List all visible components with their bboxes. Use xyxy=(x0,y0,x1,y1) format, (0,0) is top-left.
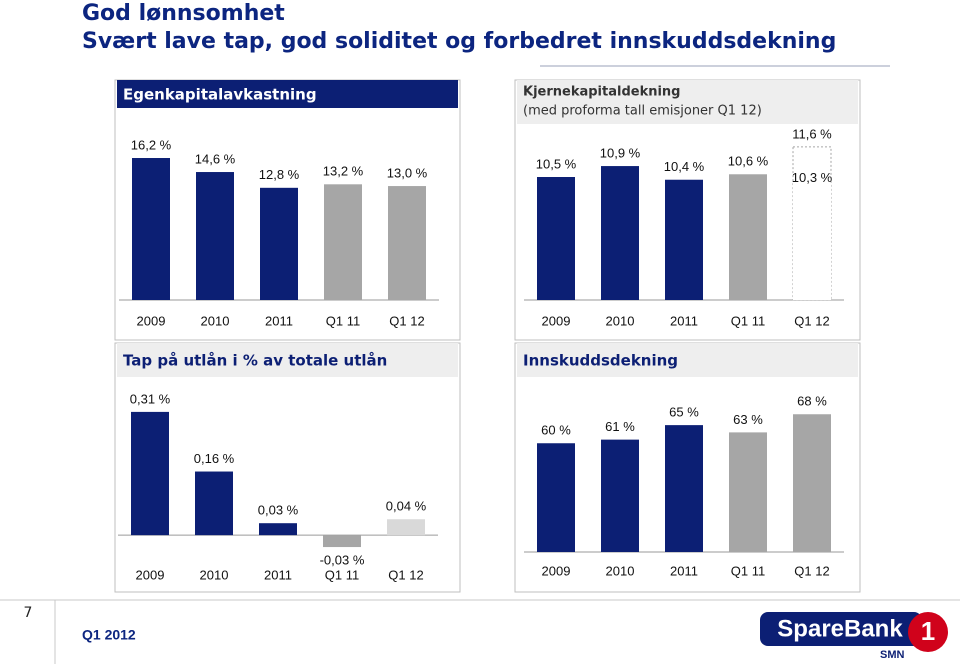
value-label: 0,03 % xyxy=(258,503,299,518)
panel-title: Tap på utlån i % av totale utlån xyxy=(123,352,387,370)
category-label: Q1 12 xyxy=(388,567,423,582)
bar xyxy=(324,184,362,300)
panel-title: Egenkapitalavkastning xyxy=(123,86,317,104)
value-label: 10,6 % xyxy=(728,154,769,169)
bar xyxy=(665,425,703,552)
value-label: 0,04 % xyxy=(386,499,427,514)
bar xyxy=(259,523,297,536)
bar xyxy=(132,158,170,300)
bar xyxy=(323,535,361,548)
logo-text: SpareBank xyxy=(777,615,903,642)
category-label: 2011 xyxy=(670,563,698,578)
category-label: 2011 xyxy=(265,313,293,328)
proforma-label: 11,6 % xyxy=(792,126,832,141)
slide-title: God lønnsomhet xyxy=(82,1,285,26)
page-number: 7 xyxy=(24,605,33,621)
logo-number: 1 xyxy=(921,616,935,646)
value-label: 10,5 % xyxy=(536,156,577,171)
category-label: 2009 xyxy=(542,563,571,578)
category-label: 2011 xyxy=(264,567,292,582)
value-label: 10,4 % xyxy=(664,159,705,174)
value-label: 10,3 % xyxy=(792,170,833,185)
slide-subtitle: Svært lave tap, god soliditet og forbedr… xyxy=(82,29,836,54)
panel-header xyxy=(117,80,458,108)
bar xyxy=(131,411,169,536)
category-label: Q1 12 xyxy=(794,563,829,578)
value-label: 13,0 % xyxy=(387,165,428,180)
category-label: 2010 xyxy=(606,563,635,578)
value-label: 16,2 % xyxy=(131,137,172,152)
category-label: 2010 xyxy=(201,313,230,328)
footer-period: Q1 2012 xyxy=(82,627,136,643)
bar xyxy=(729,174,767,300)
bar xyxy=(260,187,298,300)
category-label: 2009 xyxy=(137,313,166,328)
bar xyxy=(665,179,703,300)
bar xyxy=(387,519,425,536)
bar xyxy=(793,182,831,300)
category-label: Q1 11 xyxy=(325,567,359,582)
value-label: 0,16 % xyxy=(194,451,235,466)
value-label: 65 % xyxy=(669,405,699,420)
category-label: Q1 11 xyxy=(731,313,765,328)
bar xyxy=(195,471,233,536)
logo-sub: SMN xyxy=(880,649,905,661)
panel-header xyxy=(117,343,458,377)
category-label: 2009 xyxy=(136,567,165,582)
value-label: -0,03 % xyxy=(320,552,365,567)
category-label: 2011 xyxy=(670,313,698,328)
charts: Egenkapitalavkastning 16,2 % 2009 14,6 % 201… xyxy=(114,79,861,593)
panel-subtitle: (med proforma tall emisjoner Q1 12) xyxy=(523,104,762,119)
category-label: 2010 xyxy=(606,313,635,328)
category-label: Q1 11 xyxy=(731,563,765,578)
bar xyxy=(793,414,831,552)
panel-title: Innskuddsdekning xyxy=(523,352,678,370)
value-label: 14,6 % xyxy=(195,151,236,166)
category-label: Q1 11 xyxy=(326,313,360,328)
bar xyxy=(729,432,767,552)
value-label: 13,2 % xyxy=(323,164,364,179)
category-label: Q1 12 xyxy=(389,313,424,328)
bar xyxy=(601,439,639,552)
logo-box xyxy=(760,612,922,646)
panel-header xyxy=(517,80,858,124)
bar xyxy=(601,166,639,300)
category-label: 2010 xyxy=(200,567,229,582)
value-label: 63 % xyxy=(733,412,763,427)
value-label: 60 % xyxy=(541,423,571,438)
panel-header xyxy=(517,343,858,377)
bar xyxy=(388,186,426,300)
panel-title: Kjernekapitaldekning xyxy=(523,85,681,100)
value-label: 68 % xyxy=(797,394,827,409)
category-label: Q1 12 xyxy=(794,313,829,328)
bar xyxy=(537,177,575,300)
category-label: 2009 xyxy=(542,313,571,328)
bar xyxy=(537,443,575,552)
value-label: 61 % xyxy=(605,419,635,434)
value-label: 10,9 % xyxy=(600,146,641,161)
value-label: 0,31 % xyxy=(130,391,171,406)
logo-circle xyxy=(908,612,948,652)
value-label: 12,8 % xyxy=(259,167,300,182)
bar xyxy=(196,172,234,300)
